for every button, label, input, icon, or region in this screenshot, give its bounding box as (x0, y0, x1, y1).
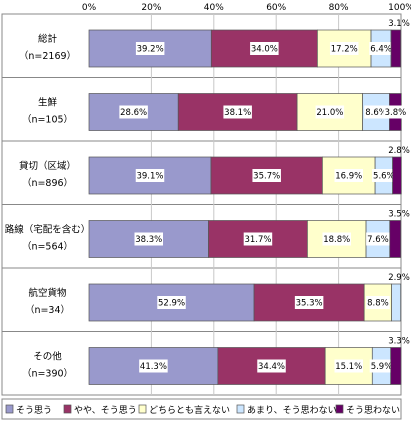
data-label: 3.8% (385, 108, 407, 118)
category-count: （n=2169） (19, 50, 76, 62)
category-label: 航空貨物 (28, 287, 67, 299)
data-label: 39.1% (136, 172, 163, 182)
legend-frame (1, 398, 402, 420)
legend-label: そう思わない (346, 405, 400, 416)
data-label: 28.6% (120, 108, 147, 118)
data-label-box (372, 169, 396, 182)
bar-marks: 39.2% 34.0% 17.2% 6.4% 3.1% 28.6% 38.1% 21.0% 8.… (88, 19, 410, 385)
data-label: 18.8% (323, 235, 350, 245)
data-label: 5.9% (371, 362, 393, 372)
data-label-outside: 2.8% (388, 146, 410, 156)
legend-swatch (5, 404, 14, 414)
data-label: 35.3% (296, 299, 323, 309)
data-label-box (383, 105, 408, 119)
bar-segment (322, 156, 376, 195)
bar-segment (390, 29, 402, 68)
legend-swatch (335, 404, 344, 414)
bar-segment (391, 283, 402, 322)
x-tick-label: 20% (141, 3, 161, 13)
data-label-box (334, 359, 363, 373)
legend-label: あまり、そう思わない (247, 405, 337, 416)
data-label: 39.2% (137, 45, 164, 55)
category-label: 貸切（区域） (19, 160, 76, 172)
data-label: 8.6% (365, 108, 387, 118)
data-label: 31.7% (244, 235, 271, 245)
x-tick-label: 80% (329, 3, 349, 13)
data-label-box (366, 232, 390, 246)
data-label-box (315, 105, 345, 119)
data-label-box (369, 359, 394, 373)
data-label-box (369, 42, 393, 55)
category-count: （n=564） (22, 241, 73, 253)
data-label-box (329, 42, 359, 55)
x-tick-label: 60% (266, 3, 286, 13)
data-label-box (134, 232, 163, 246)
data-label: 16.9% (335, 172, 362, 182)
data-label: 38.1% (224, 108, 251, 118)
x-tick-label: 100% (388, 3, 411, 13)
data-label: 52.9% (158, 299, 185, 309)
data-label-box (243, 232, 273, 246)
data-label-box (252, 169, 281, 182)
category-count: （n=896） (22, 177, 73, 189)
data-label: 6.4% (370, 45, 392, 55)
data-label: 8.8% (367, 299, 389, 309)
data-label: 5.6% (373, 172, 395, 182)
category-label: 総計 (38, 33, 58, 45)
legend-swatch (138, 404, 147, 414)
legend-swatch (236, 404, 245, 414)
category-count: （n=390） (22, 368, 73, 380)
data-label-box (135, 42, 165, 55)
data-label-box (294, 296, 324, 309)
category-label: 路線（宅配を含む） (5, 224, 91, 236)
category-count: （n=34） (25, 304, 70, 316)
data-label: 41.3% (140, 362, 167, 372)
data-label: 35.7% (253, 172, 280, 182)
data-label-box (119, 105, 148, 119)
legend-label: どちらとも言えない (149, 404, 230, 416)
data-label: 38.3% (135, 235, 162, 245)
data-label-box (322, 232, 351, 246)
bar-segment (392, 156, 402, 195)
x-axis-ticks: 0% 20% 40% 60% 80% 100% (82, 3, 411, 13)
plot-area (1, 13, 402, 396)
data-label-outside: 3.5% (388, 210, 410, 220)
data-label-box (334, 169, 363, 182)
category-labels: 総計 （n=2169） 生鮮 （n=105） 貸切（区域） （n=896） 路線（宅配を含む… (5, 33, 91, 380)
data-label: 34.0% (251, 45, 278, 55)
data-label: 17.2% (331, 45, 358, 55)
data-label-box (223, 105, 252, 119)
data-label-box (139, 359, 168, 373)
data-label: 34.4% (258, 362, 285, 372)
data-label-box (366, 296, 390, 309)
legend-swatch (63, 404, 72, 414)
data-label: 21.0% (316, 108, 343, 118)
data-label-box (257, 359, 286, 373)
data-label-outside: 3.3% (388, 337, 410, 347)
data-label: 15.1% (335, 362, 362, 372)
data-label-outside: 2.9% (388, 273, 410, 283)
data-label-box (157, 296, 186, 309)
category-count: （n=105） (22, 114, 73, 126)
data-label-outside: 3.1% (388, 19, 410, 29)
data-label-box (135, 169, 165, 182)
x-tick-label: 40% (204, 3, 224, 13)
data-label-box (250, 42, 279, 55)
legend: そう思う やや、そう思う どちらとも言えない あまり、そう思わない そう思わない (1, 398, 402, 420)
category-label: その他 (33, 351, 62, 363)
x-tick-label: 0% (82, 3, 97, 13)
category-label: 生鮮 (38, 97, 58, 109)
bar-segment (390, 347, 402, 385)
bar-segment (389, 220, 402, 258)
legend-label: そう思う (16, 405, 52, 416)
legend-label: やや、そう思う (74, 405, 137, 416)
data-label: 7.6% (367, 235, 389, 245)
data-label-box (364, 105, 388, 119)
